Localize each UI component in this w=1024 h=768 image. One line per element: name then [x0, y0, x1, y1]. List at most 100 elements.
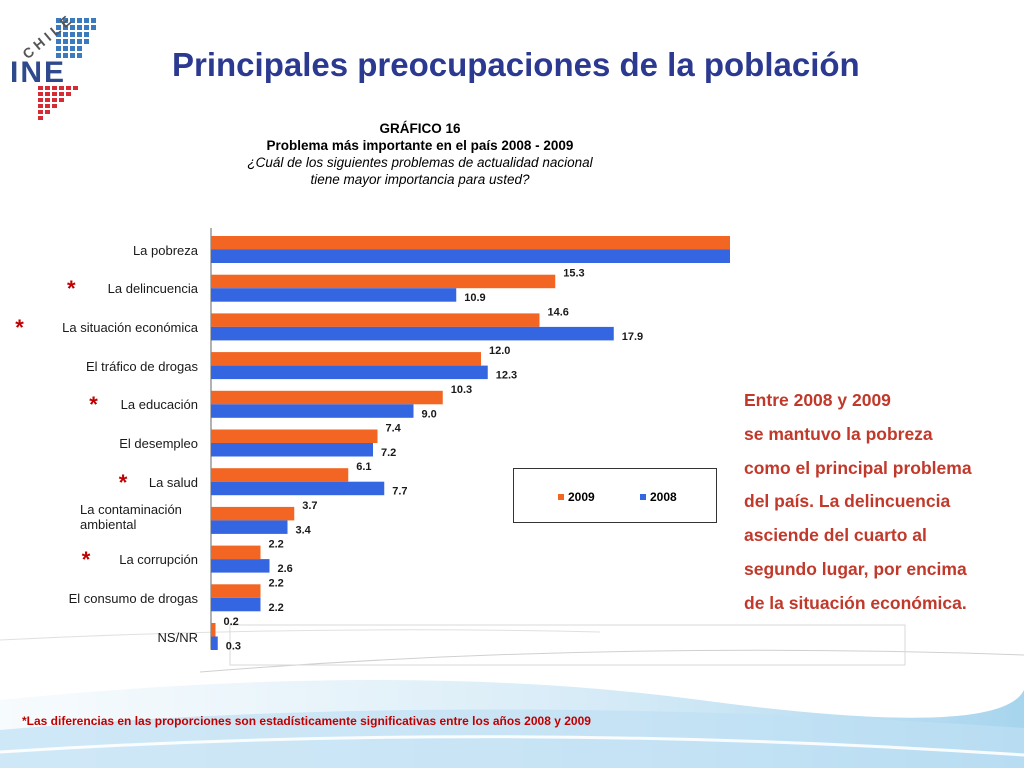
logo-dot — [56, 39, 61, 44]
category-label: El desempleo — [119, 436, 198, 451]
logo-dot — [45, 110, 50, 114]
bar-2008-8 — [211, 559, 270, 573]
bar-2009-3 — [211, 352, 481, 366]
value-label-2009-9: 2.2 — [269, 577, 284, 589]
annotation-line: asciende del cuarto al — [744, 525, 927, 546]
logo-dot — [66, 92, 71, 96]
logo-dot — [56, 18, 61, 23]
logo-dot — [45, 86, 50, 90]
legend-label-2008: 2008 — [650, 490, 677, 504]
logo-dot — [91, 25, 96, 30]
category-label: El tráfico de drogas — [85, 358, 198, 374]
value-label-2008-10: 0.3 — [226, 641, 241, 653]
logo-dot — [45, 98, 50, 102]
logo-dot — [70, 46, 75, 51]
bar-2009-4 — [211, 390, 443, 405]
logo-dot — [91, 18, 96, 23]
bar-2008-1 — [211, 288, 457, 302]
value-label-2008-6: 7.7 — [392, 486, 407, 498]
value-label-2008-3: 12.3 — [496, 370, 517, 382]
logo-dot — [38, 86, 43, 90]
bar-2008-6 — [211, 481, 385, 496]
category-label: La situación económica — [62, 319, 198, 335]
logo-dot — [38, 104, 43, 108]
chart-title: Problema más importante en el país 2008 … — [266, 138, 574, 153]
value-label-2009-8: 2.2 — [269, 539, 284, 551]
value-label-2009-2: 14.6 — [548, 306, 569, 318]
logo-dot — [77, 32, 82, 37]
legend-item-2008: 2008 — [640, 490, 677, 504]
bar-2008-5 — [211, 443, 373, 457]
logo-dot — [38, 98, 43, 102]
logo-dot — [45, 92, 50, 96]
annotation-line: como el principal problema — [744, 457, 972, 478]
annotation-line: Entre 2008 y 2009 — [744, 390, 891, 410]
logo-dot — [70, 25, 75, 30]
logo-dot — [66, 86, 71, 90]
bar-2009-8 — [211, 545, 261, 560]
logo-dot — [84, 25, 89, 30]
significance-star: * — [89, 392, 98, 418]
significance-star: * — [67, 276, 76, 302]
bar-2008-4 — [211, 404, 414, 418]
value-label-2008-5: 7.2 — [381, 447, 396, 459]
bar-2008-10 — [211, 636, 218, 650]
value-label-2009-5: 7.4 — [386, 423, 402, 435]
bar-2009-10 — [211, 623, 216, 637]
logo-dot — [84, 32, 89, 37]
logo-dot — [77, 53, 82, 58]
bar-2008-9 — [211, 597, 261, 612]
significance-star: * — [15, 314, 24, 340]
logo-dot — [77, 39, 82, 44]
logo-dot — [84, 39, 89, 44]
logo-dot — [63, 46, 68, 51]
bar-chart: 26.126.415.310.914.617.912.012.310.39.07… — [0, 220, 730, 660]
annotation-line: del país. La delincuencia — [744, 491, 951, 512]
logo-dot — [45, 104, 50, 108]
logo-dot — [59, 98, 64, 102]
annotation-line: se mantuvo la pobreza — [744, 423, 933, 444]
bar-2009-2 — [211, 313, 540, 327]
value-label-2009-1: 15.3 — [563, 268, 584, 280]
bar-2009-7 — [211, 506, 295, 521]
logo-dot — [56, 25, 61, 30]
category-label: La pobreza — [132, 242, 198, 258]
bar-2009-9 — [211, 584, 261, 598]
legend-item-2009: 2009 — [558, 490, 595, 504]
value-label-2009-4: 10.3 — [451, 384, 472, 396]
value-label-2009-7: 3.7 — [302, 500, 317, 512]
value-label-2008-7: 3.4 — [296, 524, 312, 536]
logo-ine-text: INE — [10, 56, 66, 89]
logo-dot — [59, 92, 64, 96]
logo-dot — [73, 86, 78, 90]
logo-dot — [38, 116, 43, 120]
logo-dot — [77, 18, 82, 23]
category-label: La delincuencia — [107, 281, 198, 297]
bar-2008-2 — [211, 326, 614, 341]
category-label: La salud — [148, 474, 198, 490]
chart-number: GRÁFICO 16 — [379, 121, 461, 136]
category-label: La contaminación ambiental — [80, 502, 182, 533]
significance-star: * — [81, 547, 91, 573]
logo-dot — [56, 46, 61, 51]
value-label-2008-9: 2.2 — [269, 602, 284, 614]
bar-2008-0 — [211, 249, 730, 263]
logo-dot — [52, 104, 57, 108]
significance-star: * — [118, 469, 128, 495]
bar-2009-0 — [211, 236, 730, 250]
value-label-2009-3: 12.0 — [489, 345, 510, 357]
ine-chile-logo: CHILE INE — [10, 10, 96, 120]
bar-2008-3 — [211, 365, 488, 380]
logo-dot — [52, 92, 57, 96]
value-label-2008-8: 2.6 — [278, 563, 293, 575]
value-label-2008-2: 17.9 — [622, 331, 643, 343]
logo-country-text: CHILE — [19, 10, 77, 62]
bar-chart-svg: 26.126.415.310.914.617.912.012.310.39.07… — [210, 228, 730, 653]
logo-dot — [77, 46, 82, 51]
category-label: El consumo de drogas — [68, 590, 198, 606]
value-label-2009-6: 6.1 — [356, 461, 371, 473]
bar-2008-7 — [211, 520, 288, 534]
logo-dot — [56, 53, 61, 58]
logo-dot — [63, 53, 68, 58]
